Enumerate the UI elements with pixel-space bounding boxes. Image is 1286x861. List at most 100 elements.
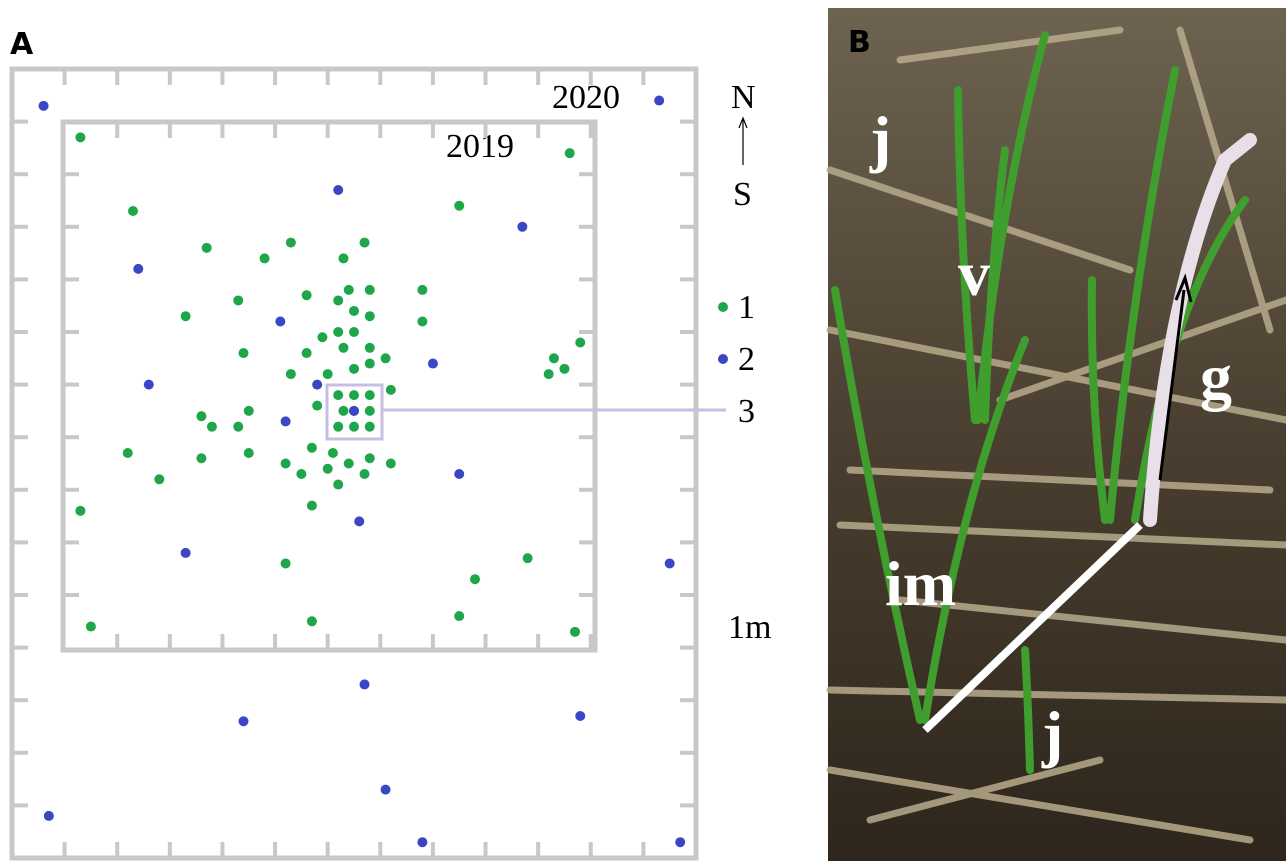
data-point — [181, 548, 191, 558]
data-point — [454, 201, 464, 211]
data-point — [349, 306, 359, 316]
data-point — [575, 338, 585, 348]
data-point — [338, 406, 348, 416]
data-point — [281, 416, 291, 426]
data-point — [549, 353, 559, 363]
data-point — [565, 148, 575, 158]
data-point — [517, 222, 527, 232]
data-point — [260, 253, 270, 263]
data-point — [523, 553, 533, 563]
data-point — [196, 453, 206, 463]
leaf — [1025, 650, 1030, 770]
data-point — [349, 327, 359, 337]
data-point — [360, 238, 370, 248]
data-point — [333, 295, 343, 305]
data-point — [75, 132, 85, 142]
data-point — [323, 464, 333, 474]
data-point — [323, 369, 333, 379]
data-point — [302, 290, 312, 300]
data-point — [349, 364, 359, 374]
data-point — [281, 459, 291, 469]
data-point — [544, 369, 554, 379]
annotation: S — [733, 176, 752, 213]
data-point — [123, 448, 133, 458]
data-point — [470, 574, 480, 584]
data-point — [302, 348, 312, 358]
data-point — [86, 622, 96, 632]
data-point — [654, 96, 664, 106]
legend-label: 2 — [738, 341, 755, 378]
data-point — [233, 422, 243, 432]
data-point — [365, 359, 375, 369]
data-point — [239, 716, 249, 726]
data-point — [196, 411, 206, 421]
data-point — [239, 348, 249, 358]
data-point — [365, 285, 375, 295]
data-point — [386, 459, 396, 469]
data-point — [365, 343, 375, 353]
annotation: 2020 — [552, 79, 620, 116]
data-point — [381, 785, 391, 795]
data-point — [75, 506, 85, 516]
annotation: 2019 — [446, 128, 514, 165]
data-point — [333, 480, 343, 490]
data-point — [559, 364, 569, 374]
data-point — [570, 627, 580, 637]
data-point — [365, 422, 375, 432]
data-point — [338, 343, 348, 353]
data-point — [333, 390, 343, 400]
figure: A 2020 2019 N S 3 1m 1 2 — [0, 0, 1286, 861]
data-point — [312, 401, 322, 411]
data-point — [344, 459, 354, 469]
data-point — [428, 359, 438, 369]
data-point — [307, 443, 317, 453]
legend-label: 1 — [738, 289, 755, 326]
photo-label: j — [1041, 698, 1063, 769]
data-point — [133, 264, 143, 274]
legend-marker — [718, 354, 728, 364]
data-point — [44, 811, 54, 821]
data-point — [39, 101, 49, 111]
photo-label: v — [958, 238, 990, 309]
photo-label: im — [885, 548, 956, 619]
annotation: N — [731, 79, 756, 116]
data-point — [202, 243, 212, 253]
data-point — [181, 311, 191, 321]
annotation: 1m — [728, 609, 771, 646]
data-point — [144, 380, 154, 390]
data-point — [417, 837, 427, 847]
data-point — [365, 390, 375, 400]
data-point — [665, 558, 675, 568]
panel-label: A — [10, 27, 34, 62]
data-point — [675, 837, 685, 847]
data-point — [296, 469, 306, 479]
data-point — [360, 469, 370, 479]
data-point — [333, 327, 343, 337]
data-point — [286, 369, 296, 379]
data-point — [454, 611, 464, 621]
data-point — [317, 332, 327, 342]
data-point — [128, 206, 138, 216]
data-point — [454, 469, 464, 479]
photo-panel: B j v g im j — [828, 8, 1286, 861]
data-point — [575, 711, 585, 721]
data-point — [207, 422, 217, 432]
data-point — [307, 616, 317, 626]
data-point — [365, 311, 375, 321]
annotation: 3 — [738, 393, 755, 430]
data-point — [417, 316, 427, 326]
data-point — [381, 353, 391, 363]
photo-label: g — [1200, 341, 1232, 412]
data-point — [312, 380, 322, 390]
legend-marker — [718, 302, 728, 312]
data-point — [244, 406, 254, 416]
panel-label: B — [848, 25, 871, 60]
data-point — [365, 406, 375, 416]
data-point — [338, 253, 348, 263]
data-point — [307, 501, 317, 511]
data-point — [354, 516, 364, 526]
data-point — [333, 185, 343, 195]
data-point — [365, 453, 375, 463]
data-point — [275, 316, 285, 326]
data-point — [360, 679, 370, 689]
